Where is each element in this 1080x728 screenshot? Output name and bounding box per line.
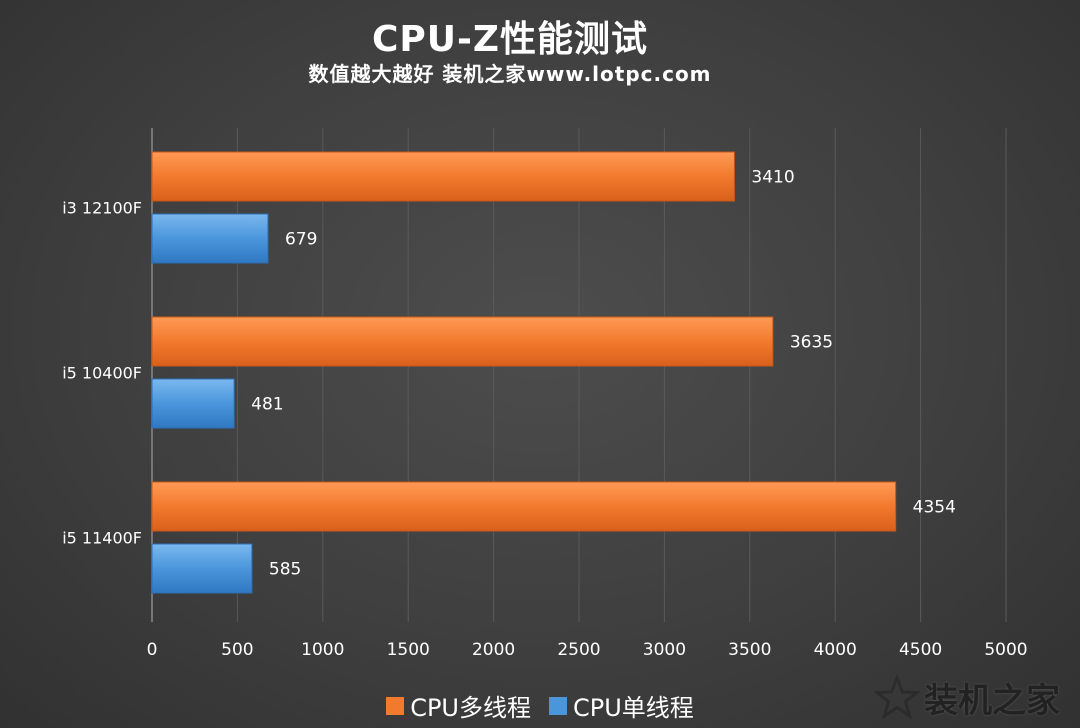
x-tick-label-1000: 1000	[301, 640, 344, 660]
bar-multi-0	[151, 151, 735, 202]
bar-multi-1	[151, 316, 774, 367]
x-tick-label-1500: 1500	[387, 640, 430, 660]
x-tick-label-500: 500	[221, 640, 253, 660]
x-tick-label-4000: 4000	[814, 640, 857, 660]
data-label-multi-1: 3635	[790, 333, 833, 353]
data-label-multi-0: 3410	[751, 168, 794, 188]
data-label-single-0: 679	[285, 230, 317, 250]
legend-item-multi: CPU多线程	[386, 688, 531, 723]
category-label-2: i5 11400F	[62, 529, 142, 548]
x-tick-label-2500: 2500	[557, 640, 600, 660]
x-tick-label-2000: 2000	[472, 640, 515, 660]
legend-swatch-multi	[386, 696, 405, 715]
watermark-logo: 装机之家	[874, 673, 1060, 722]
legend-swatch-single	[549, 696, 567, 715]
x-tick-label-3500: 3500	[728, 640, 771, 660]
chart-title: CPU-Z性能测试	[371, 19, 649, 60]
watermark-text: 装机之家	[924, 681, 1060, 721]
data-label-multi-2: 4354	[913, 498, 956, 518]
x-tick-label-0: 0	[147, 640, 158, 660]
bar-single-1	[151, 378, 235, 429]
data-label-single-2: 585	[269, 560, 301, 580]
chart-subtitle: 数值越大越好 装机之家www.lotpc.com	[308, 62, 712, 86]
bar-single-0	[151, 213, 269, 264]
category-label-1: i5 10400F	[62, 364, 142, 383]
category-label-0: i3 12100F	[62, 199, 142, 218]
x-tick-label-4500: 4500	[899, 640, 942, 660]
legend-label-multi: CPU多线程	[410, 694, 531, 722]
x-tick-label-3000: 3000	[643, 640, 686, 660]
bar-multi-2	[151, 481, 897, 532]
x-tick-label-5000: 5000	[984, 640, 1027, 660]
legend-label-single: CPU单线程	[573, 694, 694, 722]
bar-single-2	[151, 543, 253, 594]
data-label-single-1: 481	[251, 395, 283, 415]
star-logo-icon	[874, 674, 920, 720]
legend-item-single: CPU单线程	[549, 688, 694, 723]
legend: CPU多线程 CPU单线程	[0, 688, 1080, 723]
